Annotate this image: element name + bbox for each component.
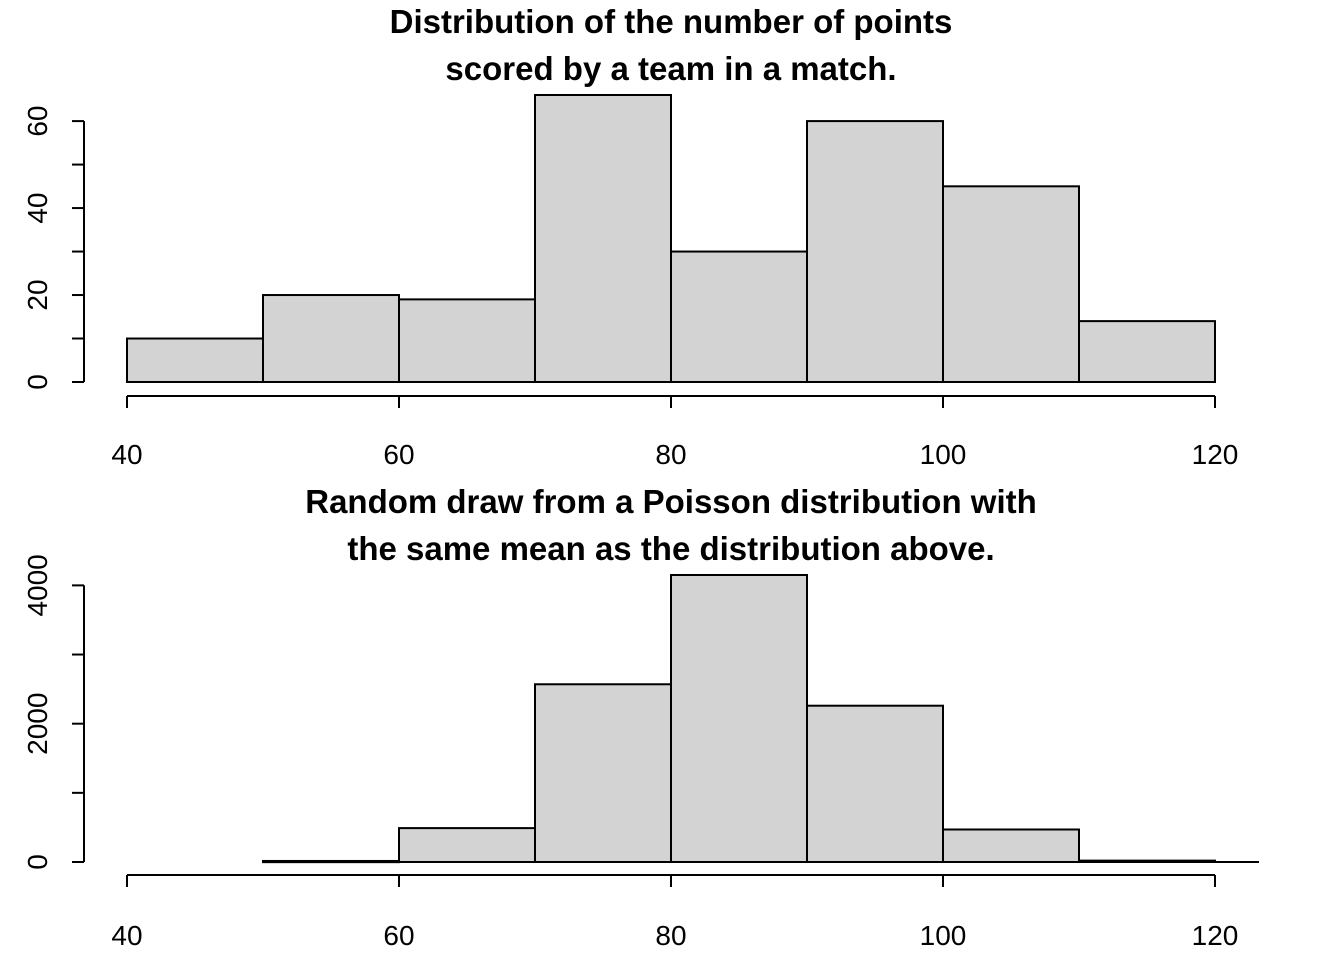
histogram-bar bbox=[534, 683, 672, 863]
histogram-bar bbox=[262, 294, 400, 383]
x-tick-label: 100 bbox=[920, 920, 967, 951]
y-tick-label: 60 bbox=[22, 106, 53, 137]
y-tick-label: 4000 bbox=[22, 554, 53, 616]
x-tick-label: 80 bbox=[655, 920, 686, 951]
histogram-bar bbox=[806, 120, 944, 383]
chart-title-line: Random draw from a Poisson distribution … bbox=[305, 483, 1037, 520]
histogram-bar bbox=[398, 298, 536, 383]
y-tick-label: 40 bbox=[22, 192, 53, 223]
histogram-poisson-draw: Random draw from a Poisson distribution … bbox=[22, 483, 1259, 951]
x-tick-label: 60 bbox=[383, 920, 414, 951]
x-tick-label: 120 bbox=[1192, 439, 1239, 470]
chart-title-line: scored by a team in a match. bbox=[445, 50, 896, 87]
histogram-bar bbox=[670, 250, 808, 383]
histogram-bar bbox=[942, 185, 1080, 383]
histogram-bar bbox=[126, 337, 264, 383]
histogram-bar bbox=[806, 704, 944, 863]
chart-title-line: Distribution of the number of points bbox=[390, 3, 953, 40]
x-tick-label: 120 bbox=[1192, 920, 1239, 951]
chart-title-line: the same mean as the distribution above. bbox=[347, 530, 994, 567]
x-tick-label: 40 bbox=[111, 920, 142, 951]
histogram-bar bbox=[1078, 320, 1216, 384]
y-tick-label: 0 bbox=[22, 854, 53, 870]
histogram-bar bbox=[942, 828, 1080, 864]
y-tick-label: 20 bbox=[22, 279, 53, 310]
x-tick-label: 40 bbox=[111, 439, 142, 470]
histogram-bar bbox=[398, 827, 536, 864]
x-tick-label: 100 bbox=[920, 439, 967, 470]
histogram-bar bbox=[534, 94, 672, 383]
x-tick-label: 80 bbox=[655, 439, 686, 470]
y-tick-label: 2000 bbox=[22, 693, 53, 755]
histogram-bar bbox=[670, 574, 808, 863]
y-tick-label: 0 bbox=[22, 374, 53, 390]
histogram-points-scored: Distribution of the number of points scor… bbox=[22, 3, 1238, 470]
x-tick-label: 60 bbox=[383, 439, 414, 470]
